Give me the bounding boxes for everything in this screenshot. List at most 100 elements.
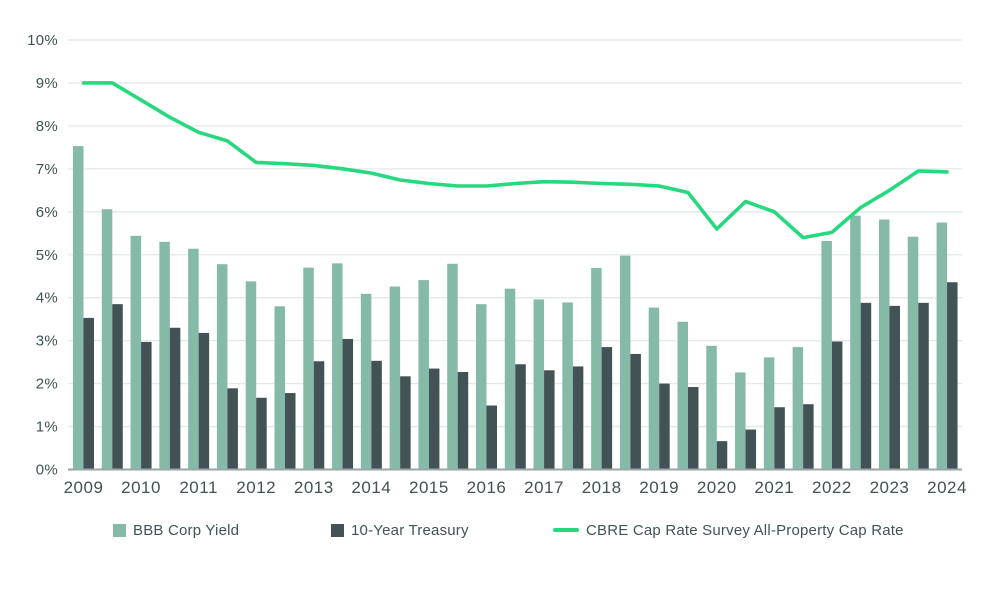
- treasury-bar: [342, 338, 354, 470]
- x-axis-year-label: 2015: [409, 478, 449, 497]
- bbb-corp-yield-bar: [936, 222, 948, 470]
- bbb-corp-yield-bar: [332, 263, 343, 470]
- bbb-corp-yield-bar: [763, 357, 775, 470]
- bbb-corp-yield-bar: [73, 146, 84, 470]
- bbb-corp-yield-bar: [274, 306, 285, 470]
- treasury-bar: [83, 317, 94, 470]
- bbb-corp-yield-swatch: [113, 523, 126, 537]
- bbb-corp-yield-bar: [821, 241, 832, 470]
- bbb-corp-yield-bar: [850, 215, 861, 470]
- treasury-bar: [918, 302, 929, 470]
- legend-item-cap-rate-line: CBRE Cap Rate Survey All-Property Cap Ra…: [553, 521, 904, 539]
- x-axis-year-label: 2014: [351, 478, 391, 497]
- x-axis-year-label: 2023: [870, 478, 910, 497]
- y-axis-tick-label: 1%: [36, 419, 58, 436]
- treasury-bar: [687, 387, 699, 470]
- legend-item-bbb-corp-yield: BBB Corp Yield: [113, 521, 240, 539]
- bbb-corp-yield-bar: [447, 263, 458, 470]
- bbb-corp-yield-bar: [245, 281, 257, 470]
- treasury-bar: [572, 366, 584, 470]
- bbb-corp-yield-bar: [303, 267, 314, 470]
- cap-rate-line: [81, 81, 949, 240]
- treasury-bar: [400, 376, 411, 470]
- treasury-bar: [659, 383, 670, 470]
- y-axis-tick-label: 3%: [36, 333, 58, 350]
- legend-label: 10-Year Treasury: [351, 521, 469, 539]
- treasury-bar: [371, 360, 382, 470]
- bbb-corp-yield-bar: [216, 264, 228, 470]
- treasury-bar: [256, 397, 267, 470]
- x-axis-year-label: 2016: [467, 478, 507, 497]
- bbb-corp-yield-bar: [101, 209, 113, 470]
- treasury-bar: [515, 364, 526, 470]
- bbb-corp-yield-bar: [878, 219, 890, 470]
- treasury-bar: [141, 341, 152, 470]
- legend-label: BBB Corp Yield: [133, 521, 240, 539]
- bbb-corp-yield-bar: [591, 268, 602, 470]
- x-axis-year-label: 2024: [927, 478, 967, 497]
- cap-rate-line-swatch: [553, 528, 579, 532]
- treasury-bar: [803, 404, 814, 470]
- treasury-bar: [831, 341, 843, 470]
- y-axis-tick-label: 6%: [36, 204, 58, 221]
- x-axis-year-label: 2021: [754, 478, 794, 497]
- x-axis-year-label: 2017: [524, 478, 564, 497]
- x-axis-year-label: 2019: [639, 478, 679, 497]
- x-axis-year-label: 2012: [236, 478, 276, 497]
- bbb-corp-yield-bar: [706, 345, 717, 470]
- bbb-corp-yield-bar: [418, 280, 429, 470]
- treasury-bar: [198, 332, 210, 470]
- x-axis-year-label: 2010: [121, 478, 161, 497]
- bbb-corp-yield-bar: [907, 236, 919, 470]
- treasury-bar: [428, 368, 440, 470]
- y-axis-tick-label: 7%: [36, 161, 58, 178]
- bbb-corp-yield-bar: [792, 347, 804, 470]
- treasury-bar: [947, 282, 958, 470]
- x-axis-year-label: 2011: [179, 478, 218, 497]
- bbb-corp-yield-bar: [360, 293, 372, 470]
- bbb-corp-yield-bar: [130, 235, 142, 470]
- y-axis-tick-label: 4%: [36, 290, 58, 307]
- bbb-corp-yield-bar: [562, 302, 573, 470]
- treasury-bar: [860, 302, 872, 470]
- bbb-corp-yield-bar: [677, 321, 688, 470]
- x-axis-year-label: 2013: [294, 478, 334, 497]
- treasury-bar: [630, 353, 641, 470]
- treasury-bar: [112, 304, 123, 470]
- bbb-corp-yield-bar: [475, 304, 487, 470]
- treasury-bar: [169, 327, 181, 470]
- treasury-bar: [889, 305, 900, 470]
- treasury-bar: [313, 361, 325, 470]
- treasury-bar: [486, 405, 497, 470]
- bbb-corp-yield-bar: [159, 241, 170, 470]
- bbb-corp-yield-bar: [533, 299, 545, 470]
- y-axis-tick-label: 10%: [27, 32, 58, 49]
- treasury-bar: [544, 370, 555, 470]
- y-axis-tick-label: 2%: [36, 376, 58, 393]
- treasury-bar: [745, 429, 757, 470]
- treasury-bar: [601, 347, 613, 470]
- bbb-corp-yield-bar: [504, 288, 516, 470]
- y-axis-tick-label: 5%: [36, 247, 58, 264]
- bbb-corp-yield-bar: [389, 286, 401, 470]
- y-axis-tick-label: 9%: [36, 75, 58, 92]
- bbb-corp-yield-bar: [735, 372, 746, 470]
- treasury-bar: [284, 393, 296, 470]
- treasury-bar: [457, 372, 469, 470]
- x-axis-year-label: 2020: [697, 478, 737, 497]
- x-axis-year-label: 2018: [582, 478, 622, 497]
- treasury-bar: [774, 407, 785, 470]
- y-axis-tick-label: 8%: [36, 118, 58, 135]
- bbb-corp-yield-bar: [188, 248, 199, 470]
- y-axis-tick-label: 0%: [36, 462, 58, 479]
- treasury-swatch: [331, 523, 344, 537]
- x-axis-year-label: 2009: [64, 478, 104, 497]
- legend-item-10-year-treasury: 10-Year Treasury: [331, 521, 469, 539]
- legend-label: CBRE Cap Rate Survey All-Property Cap Ra…: [586, 521, 904, 539]
- treasury-bar: [227, 388, 238, 470]
- treasury-bar: [716, 441, 728, 470]
- bbb-corp-yield-bar: [648, 307, 660, 470]
- bbb-corp-yield-bar: [619, 255, 631, 470]
